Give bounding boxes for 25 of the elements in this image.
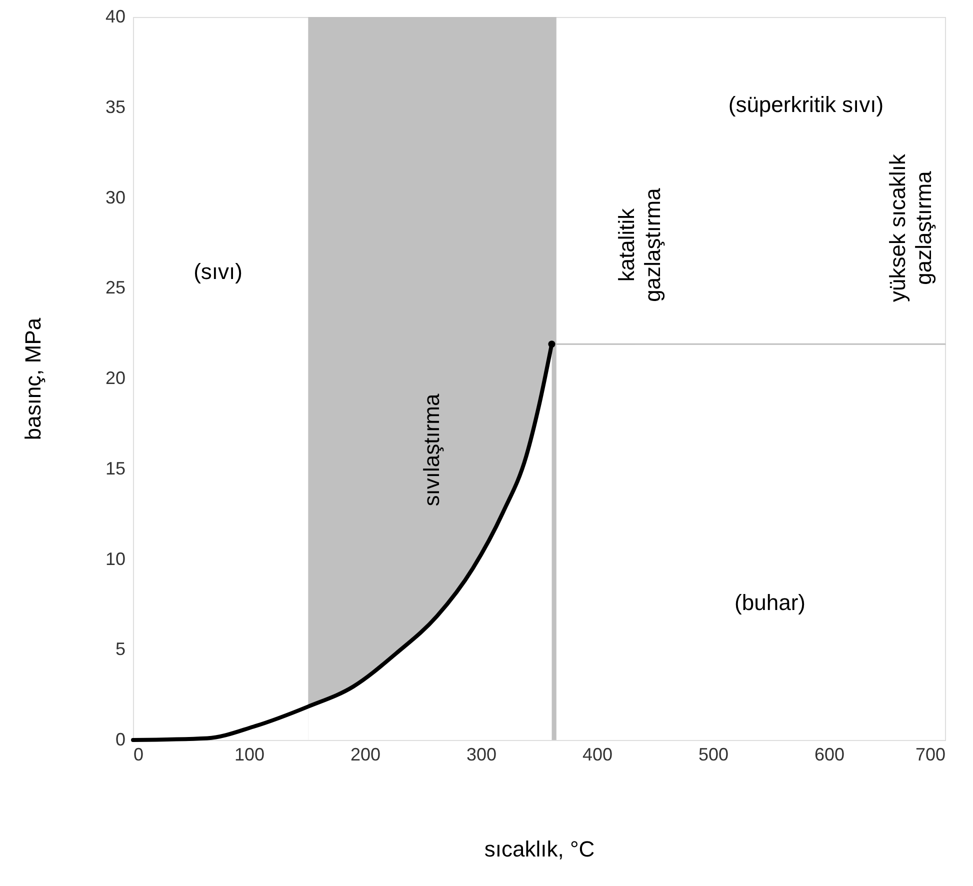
annotation: (süperkritik sıvı) [728, 92, 884, 117]
y-tick-label: 35 [105, 96, 126, 117]
x-tick-label: 700 [915, 744, 946, 764]
x-tick-label: 300 [466, 744, 497, 764]
annotation: katalitik gazlaştırma [614, 187, 665, 302]
annotation: sıvılaştırma [419, 393, 444, 506]
y-tick-label: 20 [105, 368, 126, 388]
annotation: yüksek sıcaklık gazlaştırma [885, 153, 936, 302]
annotation: (sıvı) [194, 259, 242, 284]
x-tick-label: 500 [698, 744, 729, 764]
x-tick-label: 200 [350, 744, 381, 764]
x-tick-label: 400 [582, 744, 613, 764]
y-tick-label: 5 [115, 639, 126, 660]
y-tick-label: 0 [115, 730, 126, 750]
y-tick-label: 10 [105, 548, 126, 569]
x-tick-label: 100 [234, 744, 265, 764]
y-tick-label: 25 [105, 278, 126, 298]
x-axis-title: sıcaklık, °C [484, 836, 595, 862]
y-tick-label: 30 [105, 187, 126, 208]
y-tick-label: 15 [105, 458, 126, 478]
annotation: (buhar) [734, 590, 806, 615]
x-tick-label: 0 [134, 744, 144, 764]
y-axis-title: basınç, MPa [20, 317, 46, 440]
x-tick-label: 600 [814, 744, 845, 764]
y-tick-label: 40 [105, 6, 126, 26]
